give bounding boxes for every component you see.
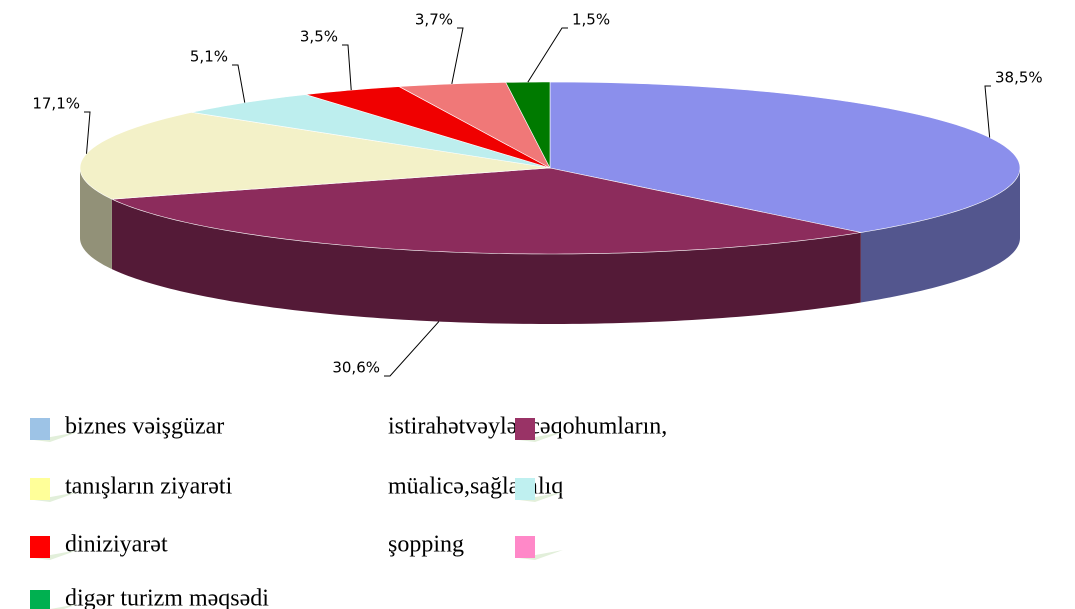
legend-label: müalicə,sağlamlıq — [388, 474, 563, 500]
legend-swatch — [30, 536, 50, 558]
pie-side — [80, 168, 112, 270]
legend-swatch — [515, 418, 535, 440]
data-label: 38,5% — [995, 69, 1043, 87]
leader-line — [984, 85, 991, 138]
data-label: 1,5% — [572, 11, 610, 29]
legend-label: diniziyarət — [65, 532, 168, 558]
leader-line — [342, 44, 352, 91]
leader-line — [527, 27, 568, 83]
leader-line — [451, 27, 464, 84]
pie-slice — [505, 81, 551, 169]
data-label: 5,1% — [190, 48, 228, 66]
legend-shadow — [50, 604, 78, 609]
leader-line — [384, 321, 440, 377]
pie-slice — [79, 112, 551, 200]
leader-line — [84, 111, 91, 154]
legend-swatch — [30, 478, 50, 500]
data-label: 30,6% — [332, 359, 380, 377]
pie-side — [860, 168, 1020, 303]
data-label: 3,5% — [300, 28, 338, 46]
legend-label: digər turizm məqsədi — [65, 586, 269, 609]
pie-slice — [305, 86, 551, 169]
leader-line — [232, 64, 246, 103]
legend-swatch — [515, 536, 535, 558]
pie-slice — [398, 82, 551, 169]
legend-swatch — [30, 590, 50, 609]
legend-label: biznes vəişgüzar — [65, 414, 224, 440]
pie-slice — [111, 167, 861, 255]
pie-side — [111, 199, 861, 324]
data-label: 3,7% — [415, 11, 453, 29]
legend-label: tanışların ziyarəti — [65, 474, 233, 500]
pie-slice — [191, 94, 551, 169]
legend-swatch — [515, 478, 535, 500]
legend-label: şopping — [388, 532, 464, 558]
legend-swatch — [30, 418, 50, 440]
data-label: 17,1% — [32, 95, 80, 113]
